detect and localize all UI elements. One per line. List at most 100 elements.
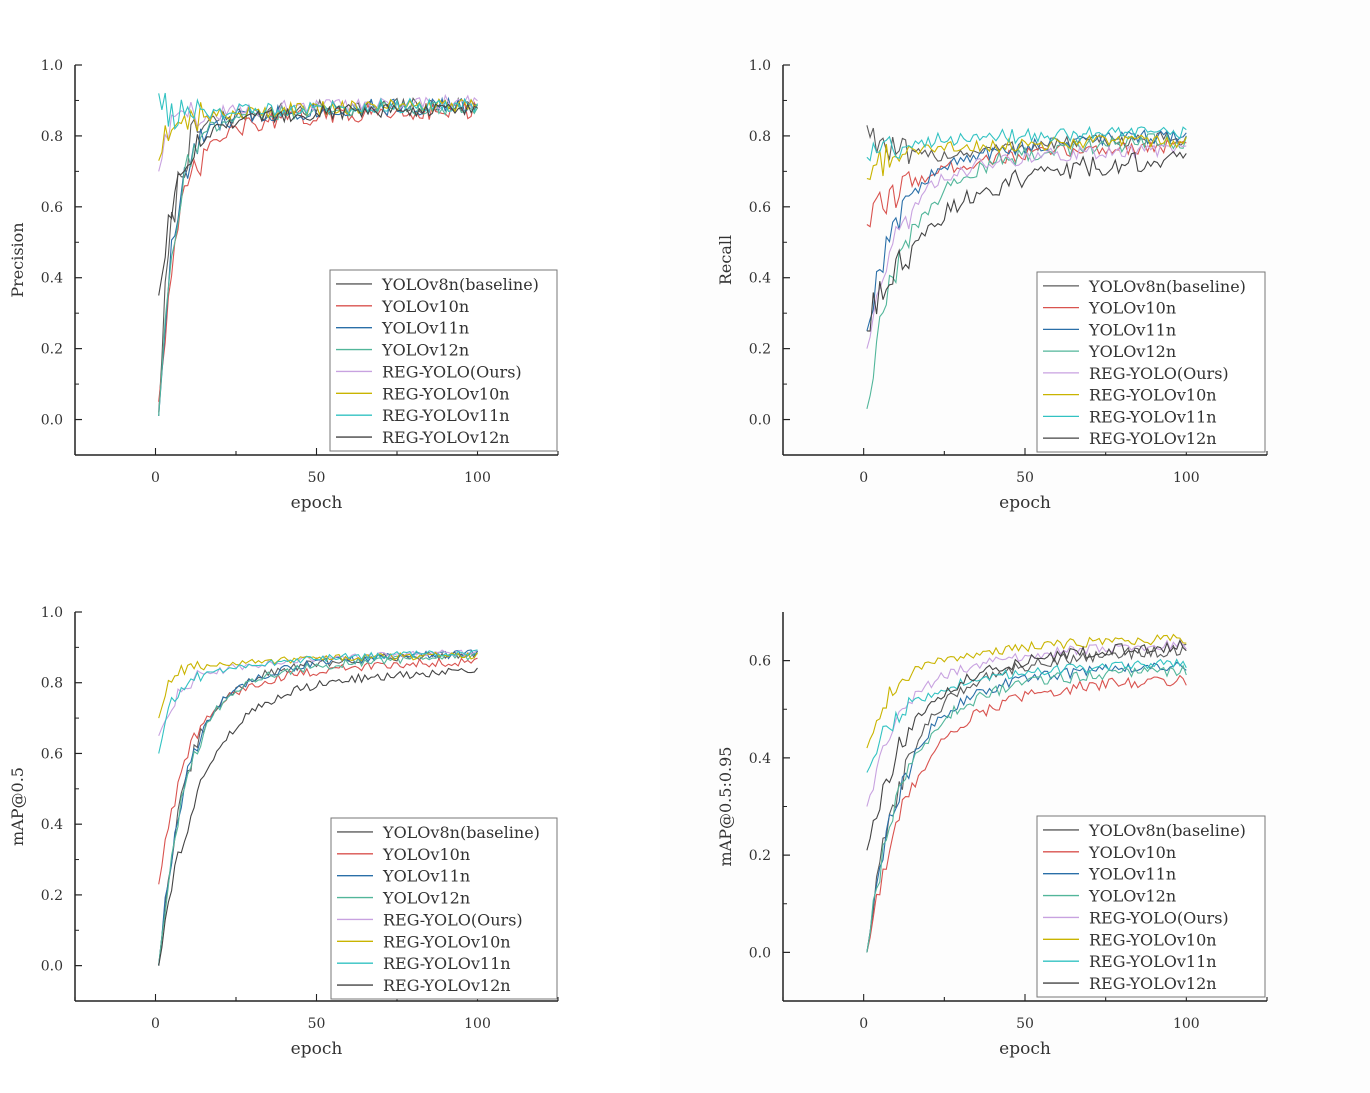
x-axis-label: epoch xyxy=(291,493,343,513)
legend-label: REG-YOLOv10n xyxy=(1089,930,1217,949)
y-tick-label: 1.0 xyxy=(749,58,771,74)
legend-label: REG-YOLOv12n xyxy=(383,976,511,995)
series-line-2 xyxy=(866,674,1187,953)
series-line-6 xyxy=(158,651,478,719)
y-tick-label: 0.8 xyxy=(41,676,63,692)
x-axis-label: epoch xyxy=(999,493,1051,513)
legend-label: YOLOv10n xyxy=(1088,299,1176,318)
legend-label: REG-YOLO(Ours) xyxy=(382,362,522,381)
y-tick-label: 0.0 xyxy=(41,959,63,975)
series-line-4 xyxy=(866,664,1187,953)
x-tick-label: 0 xyxy=(859,470,868,486)
y-tick-label: 0.4 xyxy=(41,817,63,833)
legend: YOLOv8n(baseline) YOLOv10n YOLOv11n YOLOv12… xyxy=(330,817,558,1000)
legend-label: REG-YOLOv12n xyxy=(382,428,510,447)
y-tick-label: 0.0 xyxy=(749,945,771,961)
legend-label: YOLOv10n xyxy=(381,297,469,316)
series-line-6 xyxy=(866,633,1187,749)
y-tick-label: 1.0 xyxy=(41,58,63,74)
legend-label: YOLOv11n xyxy=(1088,320,1176,339)
series-line-1 xyxy=(866,643,1187,953)
legend-label: YOLOv8n(baseline) xyxy=(1088,821,1246,840)
legend-label: YOLOv11n xyxy=(381,319,469,338)
series-line-7 xyxy=(866,125,1187,162)
legend-label: YOLOv8n(baseline) xyxy=(381,275,539,294)
chart-recall: 0.0 0.2 0.4 0.6 0.8 1.0 0 50 100 epoch Recall YOLOv… xyxy=(716,58,1268,513)
legend-label: YOLOv10n xyxy=(1088,843,1176,862)
y-axis-label: Recall xyxy=(716,235,735,285)
series-line-8 xyxy=(158,102,478,296)
legend-label: REG-YOLOv12n xyxy=(1089,974,1217,993)
series-line-5 xyxy=(866,144,1187,349)
x-tick-label: 100 xyxy=(464,1016,491,1032)
legend: YOLOv8n(baseline) YOLOv10n YOLOv11n YOLOv12… xyxy=(329,269,558,452)
y-tick-label: 0.4 xyxy=(749,751,771,767)
chart-map5095: 0.0 0.2 0.4 0.6 0 50 100 epoch mAP@0.5:0.95 YOLOv… xyxy=(716,612,1268,1059)
legend-label: YOLOv8n(baseline) xyxy=(382,823,540,842)
series-line-7 xyxy=(158,649,478,754)
y-tick-label: 0.6 xyxy=(41,200,63,216)
y-axis-label: mAP@0.5 xyxy=(8,767,27,846)
legend-label: YOLOv12n xyxy=(1088,342,1176,361)
series-line-5 xyxy=(866,639,1187,807)
x-tick-label: 50 xyxy=(1016,470,1034,486)
series-line-4 xyxy=(158,652,478,966)
legend-box xyxy=(1036,271,1266,453)
legend-label: REG-YOLOv11n xyxy=(1089,407,1217,426)
legend-label: YOLOv12n xyxy=(382,889,470,908)
legend-label: REG-YOLOv10n xyxy=(383,932,511,951)
y-tick-label: 0.2 xyxy=(41,342,63,358)
series-line-2 xyxy=(158,657,478,885)
series-line-8 xyxy=(866,639,1187,851)
x-tick-label: 50 xyxy=(308,1016,326,1032)
x-tick-label: 0 xyxy=(151,470,160,486)
y-tick-label: 0.2 xyxy=(41,888,63,904)
x-tick-label: 100 xyxy=(1173,1016,1200,1032)
series-line-6 xyxy=(158,98,478,161)
x-tick-label: 100 xyxy=(1173,470,1200,486)
legend-label: REG-YOLO(Ours) xyxy=(1089,908,1229,927)
y-tick-label: 0.2 xyxy=(749,342,771,358)
y-axis-label: Precision xyxy=(8,222,27,297)
series-line-3 xyxy=(866,129,1187,332)
y-tick-label: 1.0 xyxy=(41,605,63,621)
y-tick-label: 0.4 xyxy=(749,271,771,287)
legend-label: REG-YOLOv11n xyxy=(382,406,510,425)
y-tick-label: 0.2 xyxy=(749,848,771,864)
series-line-8 xyxy=(866,150,1187,332)
y-tick-label: 0.6 xyxy=(41,746,63,762)
y-axis-label: mAP@0.5:0.95 xyxy=(716,747,735,867)
y-tick-label: 0.6 xyxy=(749,654,771,670)
y-tick-label: 0.0 xyxy=(41,413,63,429)
legend-label: REG-YOLO(Ours) xyxy=(383,910,523,929)
series-line-8 xyxy=(158,667,478,966)
y-tick-label: 0.8 xyxy=(749,129,771,145)
legend-box xyxy=(329,269,558,452)
legend-label: YOLOv11n xyxy=(382,867,470,886)
legend-label: REG-YOLO(Ours) xyxy=(1089,364,1229,383)
series-line-6 xyxy=(866,134,1187,181)
legend-label: YOLOv8n(baseline) xyxy=(1088,277,1246,296)
x-tick-label: 50 xyxy=(308,470,326,486)
x-tick-label: 0 xyxy=(151,1016,160,1032)
series-line-7 xyxy=(866,658,1187,773)
x-axis-label: epoch xyxy=(291,1039,343,1059)
legend-label: REG-YOLOv11n xyxy=(1089,952,1217,971)
legend-label: YOLOv11n xyxy=(1088,865,1176,884)
y-tick-label: 0.8 xyxy=(41,129,63,145)
legend-box xyxy=(330,817,558,1000)
legend-label: REG-YOLOv10n xyxy=(1089,386,1217,405)
y-tick-label: 0.6 xyxy=(749,200,771,216)
legend-box xyxy=(1036,815,1266,998)
legend-label: YOLOv12n xyxy=(1088,887,1176,906)
x-tick-label: 50 xyxy=(1016,1016,1034,1032)
legend-label: REG-YOLOv11n xyxy=(383,954,511,973)
legend: YOLOv8n(baseline) YOLOv10n YOLOv11n YOLOv12… xyxy=(1036,815,1266,998)
y-tick-label: 0.4 xyxy=(41,271,63,287)
legend-label: REG-YOLOv10n xyxy=(382,384,510,403)
legend-label: YOLOv10n xyxy=(382,845,470,864)
x-axis-label: epoch xyxy=(999,1039,1051,1059)
y-tick-label: 0.0 xyxy=(749,413,771,429)
x-tick-label: 0 xyxy=(859,1016,868,1032)
